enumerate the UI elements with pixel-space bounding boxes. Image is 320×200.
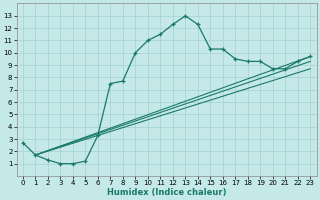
X-axis label: Humidex (Indice chaleur): Humidex (Indice chaleur): [107, 188, 226, 197]
